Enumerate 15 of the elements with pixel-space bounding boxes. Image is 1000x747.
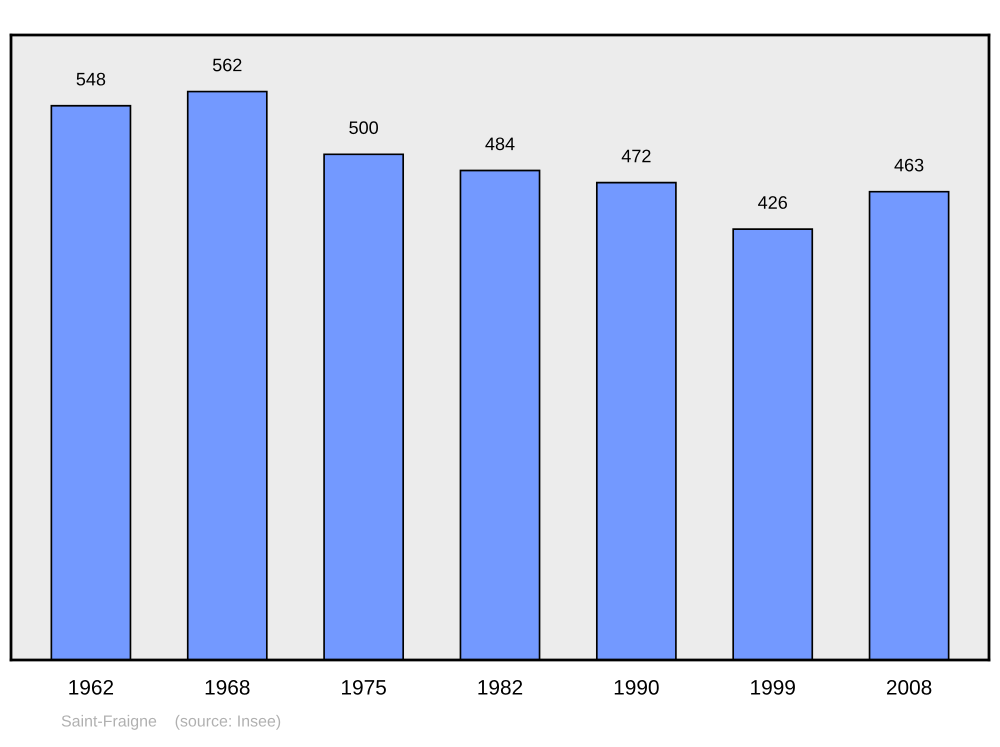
- x-tick-label: 1968: [206, 680, 250, 695]
- x-tick-label: 1999: [751, 680, 795, 695]
- x-tick-label: 1975: [342, 680, 386, 695]
- text: Saint-Fraigne (source: Insee): [62, 714, 280, 730]
- x-tick-label: 1982: [478, 680, 522, 695]
- x-tick-label: 1990: [614, 680, 659, 695]
- x-tick-label: 2008: [886, 680, 932, 695]
- data-label: 500: [349, 121, 378, 134]
- data-label: 472: [622, 150, 651, 162]
- data-label: 426: [758, 196, 787, 209]
- data-label: 463: [894, 158, 924, 172]
- data-label: 484: [485, 137, 515, 150]
- data-label: 562: [212, 58, 242, 72]
- x-tick-label: 1962: [69, 680, 114, 695]
- data-label: 548: [76, 72, 106, 86]
